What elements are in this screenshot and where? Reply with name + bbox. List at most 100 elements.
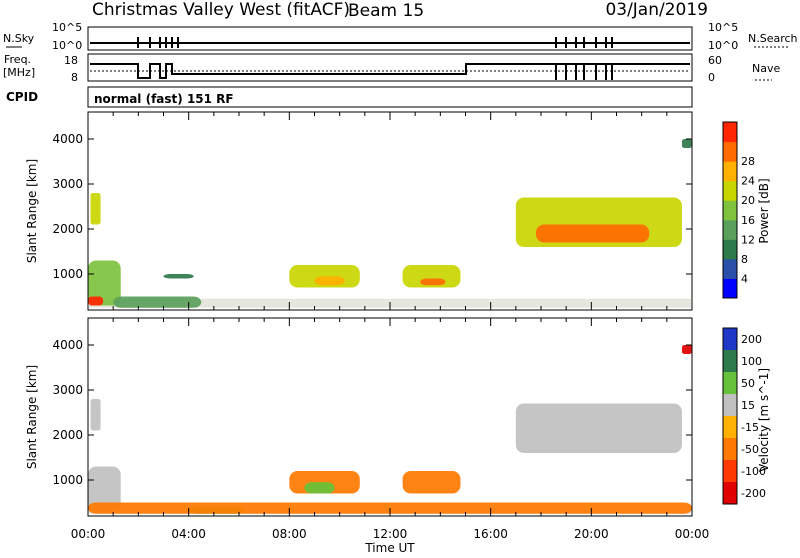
colorbar-swatch — [723, 416, 737, 439]
data-patch — [88, 466, 121, 512]
x-tick-label: 16:00 — [473, 527, 508, 541]
data-patch — [535, 224, 650, 243]
colorbar-swatch — [723, 180, 737, 201]
nsearch-label: N.Search — [748, 32, 798, 45]
colorbar-tick-label: 100 — [741, 355, 762, 368]
y-tick-label: 2000 — [52, 222, 83, 236]
colorbar-tick-label: 16 — [741, 214, 755, 227]
cpid-panel-frame — [87, 86, 693, 108]
freq-trace — [90, 63, 690, 79]
cpid-label: CPID — [6, 90, 38, 104]
velocity-colorbar-label: Velocity [m s^-1] — [757, 368, 771, 472]
colorbar-swatch — [723, 328, 737, 351]
data-patch — [314, 276, 345, 286]
freq-tick-top: 18 — [64, 54, 78, 67]
data-patch — [163, 274, 194, 279]
nave-tick-top: 60 — [708, 54, 722, 67]
colorbar-tick-label: 15 — [741, 399, 755, 412]
x-axis-label: Time UT — [364, 541, 415, 554]
power-y-label: Slant Range [km] — [25, 159, 39, 263]
colorbar-swatch — [723, 239, 737, 260]
colorbar-tick-label: 8 — [741, 253, 748, 266]
colorbar-swatch — [723, 372, 737, 395]
date-label: 03/Jan/2019 — [605, 0, 708, 20]
colorbar-tick-label: 20 — [741, 194, 755, 207]
colorbar-tick-label: 24 — [741, 175, 755, 188]
colorbar-tick-label: 12 — [741, 233, 755, 246]
y-tick-label: 4000 — [52, 132, 83, 146]
x-tick-label: 12:00 — [373, 527, 408, 541]
y-tick-label: 3000 — [52, 177, 83, 191]
y-tick-label: 1000 — [52, 267, 83, 281]
nave-tick-bottom: 0 — [708, 71, 715, 84]
nsky-dropouts — [137, 37, 613, 48]
data-patch — [88, 260, 121, 306]
data-patch — [515, 403, 682, 453]
power-data — [88, 139, 692, 308]
power-colorbar-label: Power [dB] — [757, 178, 771, 243]
colorbar-swatch — [723, 460, 737, 483]
y-tick-label: 2000 — [52, 428, 83, 442]
nsearch-tick-top: 10^5 — [708, 21, 738, 34]
colorbar-tick-label: -200 — [741, 487, 766, 500]
colorbar-frame — [722, 121, 738, 299]
colorbar-swatch — [723, 161, 737, 182]
colorbar-tick-label: 50 — [741, 377, 755, 390]
data-patch — [681, 139, 692, 148]
colorbar-swatch — [723, 200, 737, 221]
x-tick-label: 20:00 — [574, 527, 609, 541]
noise-panel-frame — [87, 26, 693, 51]
data-patch — [681, 345, 692, 354]
colorbar-swatch — [723, 278, 737, 299]
beam-label: Beam 15 — [348, 1, 424, 21]
colorbar-swatch — [723, 122, 737, 143]
colorbar-swatch — [723, 141, 737, 162]
nsearch-tick-bottom: 10^0 — [708, 39, 738, 52]
nsky-tick-bottom: 10^0 — [52, 39, 82, 52]
power-y-axis: 1000 2000 3000 4000 — [52, 112, 693, 310]
data-patch — [90, 193, 101, 225]
velocity-y-axis: 1000 2000 3000 4000 — [52, 318, 693, 516]
data-patch — [90, 399, 101, 431]
velocity-colorbar: 200 100 50 15 -15 -50 -100 -200 — [722, 327, 766, 505]
nsky-label: N.Sky — [3, 32, 35, 45]
colorbar-swatch — [723, 219, 737, 240]
colorbar-swatch — [723, 258, 737, 279]
nave-label: Nave — [752, 62, 780, 75]
data-patch — [420, 278, 446, 286]
freq-panel-frame — [87, 53, 693, 82]
station-title: Christmas Valley West (fitACF) — [92, 0, 350, 20]
cpid-text: normal (fast) 151 RF — [94, 92, 234, 106]
colorbar-tick-label: -50 — [741, 443, 759, 456]
colorbar-tick-label: 4 — [741, 272, 748, 285]
data-patch — [113, 296, 202, 308]
data-patch — [88, 296, 104, 306]
nsky-tick-top: 10^5 — [52, 21, 82, 34]
colorbar-swatch — [723, 482, 737, 505]
colorbar-tick-label: 28 — [741, 155, 755, 168]
freq-tick-bottom: 8 — [71, 71, 78, 84]
y-tick-label: 4000 — [52, 338, 83, 352]
colorbar-tick-label: -15 — [741, 421, 759, 434]
data-patch — [402, 265, 461, 288]
y-tick-label: 1000 — [52, 473, 83, 487]
y-tick-label: 3000 — [52, 383, 83, 397]
velocity-panel: 1000 2000 3000 4000 Slant Range [km] 200 100… — [25, 317, 771, 517]
power-panel: 1000 2000 3000 4000 Slant Range [km] 4 8 12 16… — [25, 111, 771, 311]
freq-dropouts — [555, 64, 613, 80]
x-tick-label: 08:00 — [272, 527, 307, 541]
time-x-axis: 00:00 04:00 08:00 12:00 16:00 20:00 00:00 — [71, 527, 710, 541]
colorbar-swatch — [723, 394, 737, 417]
colorbar-tick-label: 200 — [741, 333, 762, 346]
x-tick-label: 00:00 — [675, 527, 710, 541]
data-patch — [304, 482, 335, 494]
velocity-y-label: Slant Range [km] — [25, 365, 39, 469]
colorbar-swatch — [723, 350, 737, 373]
data-patch — [402, 471, 461, 494]
colorbar-frame — [722, 327, 738, 505]
freq-label-line2: [MHz] — [3, 66, 35, 79]
power-colorbar: 4 8 12 16 20 24 28 — [722, 121, 755, 299]
colorbar-swatch — [723, 438, 737, 461]
colorbar-tick-label: -100 — [741, 465, 766, 478]
